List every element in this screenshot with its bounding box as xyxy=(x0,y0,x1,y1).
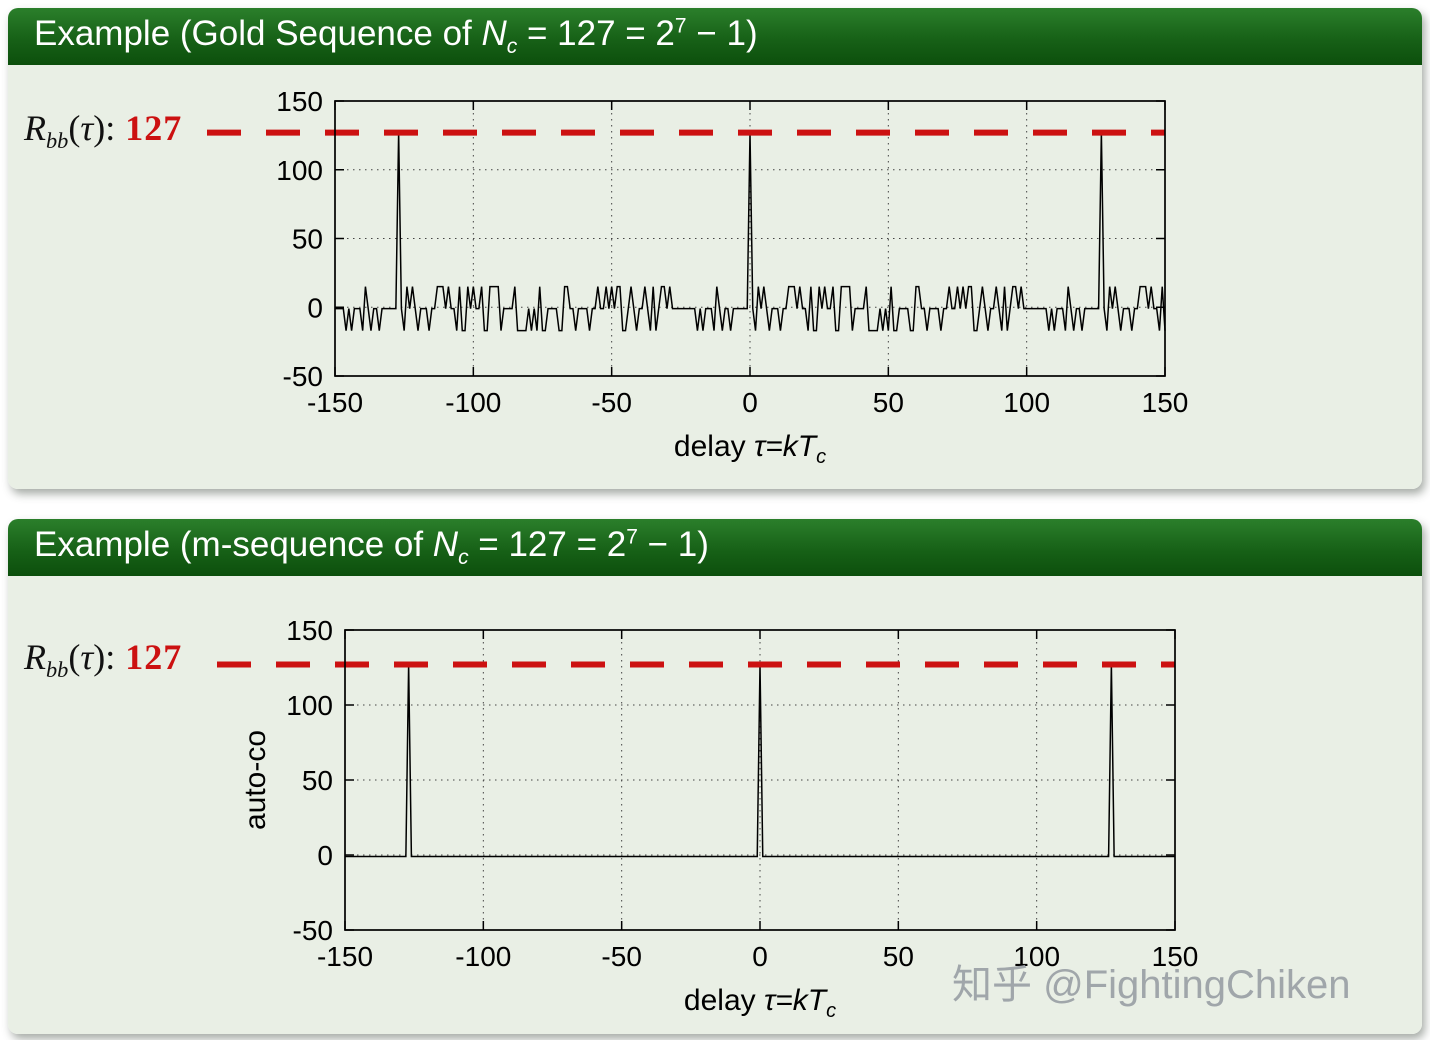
x-tick-label: 50 xyxy=(883,941,914,972)
y-tick-label: 50 xyxy=(292,224,323,255)
title-text: Example (m-sequence of xyxy=(34,525,433,564)
x-tick-label: -100 xyxy=(445,387,501,418)
y-tick-label: -50 xyxy=(293,915,333,946)
x-tick-label: -50 xyxy=(591,387,631,418)
x-axis-label: delay τ=kTc xyxy=(674,430,826,468)
x-tick-label: 50 xyxy=(873,387,904,418)
y-tick-label: 150 xyxy=(276,86,323,117)
m-seq-panel-title: Example (m-sequence of Nc = 127 = 27 − 1… xyxy=(34,525,709,570)
rbb-label-gold: Rbb(τ): 127 xyxy=(24,107,182,154)
peak-value-label: 127 xyxy=(125,108,183,148)
rbb-tau: τ xyxy=(80,637,94,677)
y-tick-label: 0 xyxy=(307,292,323,323)
autocorrelation-series xyxy=(335,132,1166,332)
x-axis-label: delay τ=kTc xyxy=(684,984,836,1022)
x-tick-label: -150 xyxy=(307,387,363,418)
rbb-symbol: R xyxy=(24,637,46,677)
title-mid: = 127 = 2 xyxy=(468,525,627,564)
title-post: − 1) xyxy=(686,14,758,53)
gold-panel-body: Rbb(τ): 127 -150 -100 -50 0 50 100 150 -50 0 50 100… xyxy=(8,65,1422,489)
m-sequence-panel: Example (m-sequence of Nc = 127 = 27 − 1… xyxy=(8,519,1422,1034)
y-tick-label: 0 xyxy=(317,840,333,871)
x-tick-label: -100 xyxy=(455,941,511,972)
rbb-label-mseq: Rbb(τ): 127 xyxy=(24,636,182,683)
y-axis-label: auto-co xyxy=(239,730,272,830)
rbb-symbol: R xyxy=(24,108,46,148)
y-tick-label: 50 xyxy=(302,765,333,796)
x-tick-label: 100 xyxy=(1003,387,1050,418)
x-tick-label: -50 xyxy=(601,941,641,972)
rbb-close-paren: ): xyxy=(93,108,116,148)
y-tick-label: 100 xyxy=(286,690,333,721)
title-var: N xyxy=(432,525,459,564)
rbb-close-paren: ): xyxy=(93,637,116,677)
rbb-open-paren: ( xyxy=(68,637,81,677)
rbb-subscript: bb xyxy=(46,128,69,154)
y-tick-label: 100 xyxy=(276,155,323,186)
title-exponent: 7 xyxy=(626,525,638,549)
autocorrelation-series xyxy=(345,664,1175,858)
x-tick-label: 100 xyxy=(1013,941,1060,972)
y-tick-label: 150 xyxy=(286,615,333,646)
rbb-subscript: bb xyxy=(46,657,69,683)
rbb-open-paren: ( xyxy=(68,108,81,148)
peak-value-label: 127 xyxy=(125,637,183,677)
watermark: 知乎 @FightingChiken xyxy=(952,963,1351,1007)
m-seq-panel-header: Example (m-sequence of Nc = 127 = 27 − 1… xyxy=(8,519,1422,576)
gold-panel-header: Example (Gold Sequence of Nc = 127 = 27 … xyxy=(8,8,1422,65)
title-exponent: 7 xyxy=(674,14,687,38)
rbb-tau: τ xyxy=(80,108,94,148)
title-mid: = 127 = 2 xyxy=(517,14,675,53)
title-text: Example (Gold Sequence of xyxy=(34,14,482,53)
x-tick-label: 150 xyxy=(1152,941,1199,972)
x-tick-label: 0 xyxy=(752,941,768,972)
m-sequence-autocorrelation-chart: -150 -100 -50 0 50 100 150 -50 0 50 100 150 delay τ=… xyxy=(217,615,1199,1022)
title-var-sub: c xyxy=(458,546,469,569)
gold-autocorrelation-chart: -150 -100 -50 0 50 100 150 -50 0 50 100 150 delay τ=… xyxy=(207,86,1189,468)
gold-sequence-panel: Example (Gold Sequence of Nc = 127 = 27 … xyxy=(8,8,1422,489)
gold-panel-title: Example (Gold Sequence of Nc = 127 = 27 … xyxy=(34,14,758,59)
x-tick-label: 0 xyxy=(742,387,758,418)
title-var: N xyxy=(481,14,507,53)
title-post: − 1) xyxy=(637,525,709,564)
x-tick-label: 150 xyxy=(1142,387,1189,418)
x-tick-label: -150 xyxy=(317,941,373,972)
y-tick-label: -50 xyxy=(283,361,323,392)
m-seq-panel-body: Rbb(τ): 127 -150 -100 -50 0 50 100 150 -50 0 50 100… xyxy=(8,576,1422,1034)
title-var-sub: c xyxy=(506,35,518,58)
